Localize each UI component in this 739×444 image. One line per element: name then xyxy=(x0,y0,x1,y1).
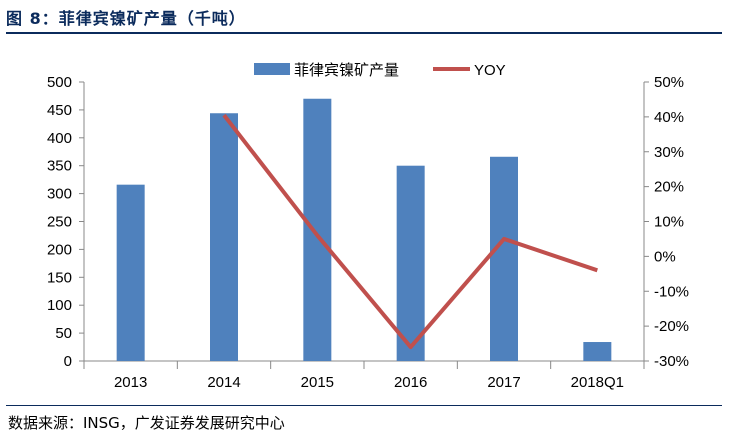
y-left-tick-label: 300 xyxy=(47,186,72,203)
source-note: 数据来源：INSG，广发证券发展研究中心 xyxy=(8,414,285,432)
chart-title: 图 8：菲律宾镍矿产量（千吨） xyxy=(6,9,246,28)
y-right-tick-label: -20% xyxy=(654,318,689,335)
x-tick-label: 2018Q1 xyxy=(571,374,624,391)
legend-label-line: YOY xyxy=(474,62,506,79)
bar xyxy=(303,98,332,362)
y-right-tick-label: 50% xyxy=(654,74,684,91)
y-left-tick-label: 250 xyxy=(47,214,72,231)
x-tick-label: 2016 xyxy=(394,374,427,391)
bar-series xyxy=(116,98,612,362)
y-right-tick-label: -30% xyxy=(654,353,689,370)
y-right-tick-label: 40% xyxy=(654,109,684,126)
bar xyxy=(583,342,612,361)
y-right-tick-label: 20% xyxy=(654,179,684,196)
y-right-tick-label: 0% xyxy=(654,248,676,265)
y-left-tick-label: 500 xyxy=(47,74,72,91)
y-left-tick-label: 0 xyxy=(64,353,72,370)
y-left-tick-label: 150 xyxy=(47,269,72,286)
y-left-tick-label: 50 xyxy=(55,325,72,342)
x-tick-label: 2013 xyxy=(114,374,147,391)
bar xyxy=(490,156,518,361)
bar xyxy=(116,184,145,361)
y-left-tick-label: 450 xyxy=(47,102,72,119)
x-tick-label: 2014 xyxy=(207,374,240,391)
y-left-tick-label: 100 xyxy=(47,297,72,314)
y-left-tick-label: 350 xyxy=(47,158,72,175)
y-left-tick-label: 400 xyxy=(47,130,72,147)
x-tick-label: 2017 xyxy=(487,374,520,391)
line-series xyxy=(222,113,598,350)
y-right-tick-label: 10% xyxy=(654,214,684,231)
bar xyxy=(396,165,425,361)
legend: 菲律宾镍矿产量 YOY xyxy=(254,61,506,79)
legend-label-bar: 菲律宾镍矿产量 xyxy=(294,61,399,79)
y-left-tick-label: 200 xyxy=(47,241,72,258)
x-tick-label: 2015 xyxy=(301,374,334,391)
chart-axes: 0 50 100 150 200 250 300 350 400 450 500 -30% -20% -1… xyxy=(47,74,689,391)
y-right-tick-label: 30% xyxy=(654,144,684,161)
y-right-tick-label: -10% xyxy=(654,283,689,300)
footer-rule xyxy=(6,405,722,406)
legend-swatch-bar xyxy=(254,63,290,75)
chart: 0 50 100 150 200 250 300 350 400 450 500 -30% -20% -1… xyxy=(47,61,689,391)
bar xyxy=(210,113,238,361)
title-rule xyxy=(6,32,722,34)
